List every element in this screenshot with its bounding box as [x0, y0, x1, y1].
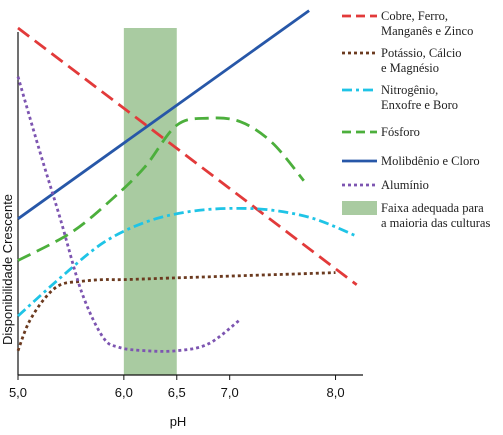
- x-tick-label: 6,0: [115, 385, 133, 400]
- x-tick-label: 7,0: [221, 385, 239, 400]
- x-tick-label: 5,0: [9, 385, 27, 400]
- legend-band-swatch: [342, 201, 377, 215]
- legend-label-4: Fósforo: [381, 125, 420, 139]
- legend-label-3: Nitrogênio, Enxofre e Boro: [381, 83, 458, 112]
- series-line-4: [17, 116, 305, 262]
- x-tick-label: 8,0: [326, 385, 344, 400]
- series-line-3: [17, 206, 358, 318]
- series-line-5: [17, 9, 310, 220]
- series-line-6: [16, 76, 242, 353]
- legend-label-6: Alumínio: [381, 178, 429, 192]
- legend: Cobre, Ferro, Manganês e Zinco Potássio, C…: [342, 9, 490, 230]
- y-axis-title: Disponibilidade Crescente: [0, 194, 15, 345]
- x-tick-label: 6,5: [168, 385, 186, 400]
- legend-label-7: Faixa adequada para a maioria das cultura…: [381, 201, 490, 230]
- legend-label-2: Potássio, Cálcio e Magnésio: [381, 46, 462, 75]
- suitable-ph-band: [123, 28, 177, 375]
- series-line-1: [17, 26, 358, 286]
- legend-label-1: Cobre, Ferro, Manganês e Zinco: [381, 9, 473, 38]
- legend-label-5: Molibdênio e Cloro: [381, 154, 480, 168]
- x-axis-title: pH: [170, 414, 187, 429]
- series-line-2: [16, 271, 336, 352]
